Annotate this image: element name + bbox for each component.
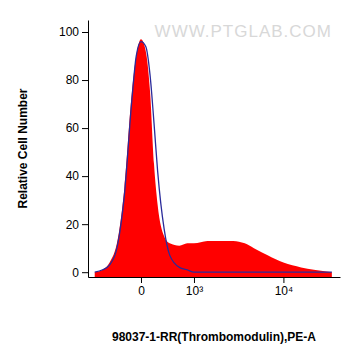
y-tick-mark: [82, 80, 88, 81]
y-tick-label: 0: [72, 266, 79, 280]
plot-area: [95, 39, 332, 277]
y-tick-mark: [82, 272, 88, 273]
x-tick-mark: [194, 277, 195, 283]
y-tick-label: 40: [66, 169, 80, 183]
histogram-area: [95, 39, 332, 277]
y-tick: 80: [66, 73, 88, 87]
y-axis-title: Relative Cell Number: [16, 88, 30, 208]
y-tick: 0: [72, 266, 88, 280]
x-tick-label: 10³: [186, 284, 203, 298]
x-tick: 10³: [186, 277, 203, 298]
y-tick: 100: [59, 25, 88, 39]
y-tick-label: 80: [66, 73, 80, 87]
x-tick-label: 0: [138, 284, 145, 298]
x-tick: 0: [138, 277, 145, 298]
x-tick-mark: [283, 277, 284, 283]
y-tick: 20: [66, 217, 88, 231]
x-tick-label: 10⁴: [275, 284, 294, 298]
y-tick-label: 60: [66, 121, 80, 135]
y-tick-mark: [82, 32, 88, 33]
x-axis-title: 98037-1-RR(Thrombomodulin),PE-A: [112, 330, 316, 344]
y-tick: 40: [66, 169, 88, 183]
chart-svg: WWW.PTGLAB.COM 0 10³ 10⁴ 0 20 40 60 80 100 98037-1…: [0, 0, 361, 356]
x-axis-line: [89, 277, 341, 278]
y-tick: 60: [66, 121, 88, 135]
x-tick: 10⁴: [275, 277, 294, 298]
x-tick-mark: [141, 277, 142, 283]
y-tick-mark: [82, 176, 88, 177]
y-tick-mark: [82, 224, 88, 225]
y-axis: 0 20 40 60 80 100: [59, 21, 89, 280]
y-tick-label: 100: [59, 25, 79, 39]
x-axis: 0 10³ 10⁴: [89, 277, 341, 298]
histogram-line: [95, 42, 332, 273]
y-axis-line: [88, 21, 89, 278]
chart-container: WWW.PTGLAB.COM 0 10³ 10⁴ 0 20 40 60 80 100 98037-1…: [0, 0, 361, 356]
y-tick-label: 20: [66, 217, 80, 231]
y-tick-mark: [82, 128, 88, 129]
watermark: WWW.PTGLAB.COM: [155, 22, 332, 41]
